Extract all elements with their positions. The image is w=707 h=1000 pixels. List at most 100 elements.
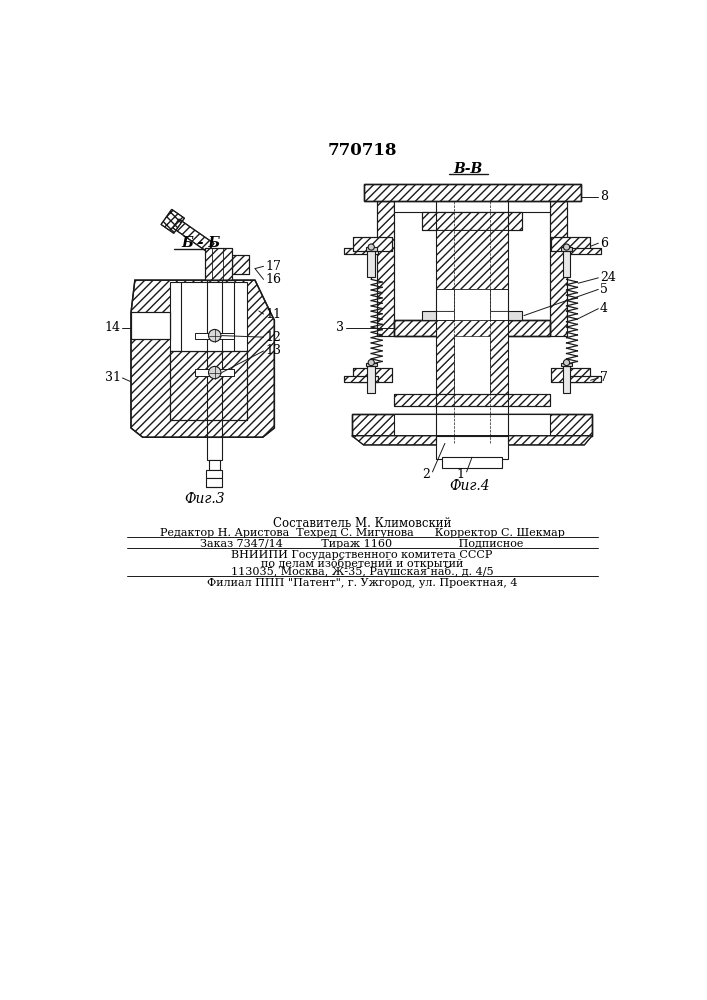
Bar xyxy=(454,289,490,320)
Bar xyxy=(394,201,550,212)
Bar xyxy=(566,248,601,254)
Text: 3: 3 xyxy=(336,321,344,334)
Bar xyxy=(436,230,508,289)
Bar xyxy=(170,351,247,420)
Bar xyxy=(394,320,550,336)
Bar xyxy=(352,414,592,436)
Polygon shape xyxy=(131,280,274,437)
Text: 12: 12 xyxy=(265,331,281,344)
Bar xyxy=(207,437,222,460)
Bar xyxy=(173,219,214,252)
Bar xyxy=(206,248,232,280)
Bar xyxy=(436,436,508,459)
Bar xyxy=(161,209,185,233)
Bar xyxy=(551,237,590,251)
Text: 4: 4 xyxy=(600,302,608,315)
Text: 7: 7 xyxy=(600,371,608,384)
Circle shape xyxy=(209,366,221,379)
Bar xyxy=(195,369,234,376)
Text: 113035, Москва, Ж-35, Раушская наб., д. 4/5: 113035, Москва, Ж-35, Раушская наб., д. … xyxy=(230,566,493,577)
Bar xyxy=(394,394,550,406)
Text: 24: 24 xyxy=(600,271,616,284)
Text: 31: 31 xyxy=(105,371,121,384)
Bar xyxy=(344,248,378,254)
Bar xyxy=(561,363,572,366)
Bar xyxy=(206,470,223,478)
Bar xyxy=(131,312,170,339)
Bar xyxy=(436,230,508,289)
Bar xyxy=(354,368,392,382)
Bar xyxy=(195,333,234,339)
Bar xyxy=(366,247,377,251)
Text: 2: 2 xyxy=(422,468,431,481)
Bar xyxy=(551,237,590,251)
Bar xyxy=(563,251,571,277)
Text: Редактор Н. Аристова  Техред С. Мигунова      Корректор С. Шекмар: Редактор Н. Аристова Техред С. Мигунова … xyxy=(160,528,564,538)
Bar xyxy=(394,320,550,336)
Bar xyxy=(549,201,566,336)
Bar xyxy=(363,184,580,201)
Bar xyxy=(566,376,601,382)
Text: 770718: 770718 xyxy=(327,142,397,159)
Bar xyxy=(173,219,214,252)
Bar xyxy=(209,460,220,470)
Text: по делам изобретений и открытий: по делам изобретений и открытий xyxy=(261,558,463,569)
Text: 17: 17 xyxy=(265,260,281,273)
Bar xyxy=(549,201,566,336)
Bar xyxy=(182,282,234,351)
Text: 11: 11 xyxy=(265,308,281,321)
Bar xyxy=(421,311,522,320)
Text: 16: 16 xyxy=(265,273,281,286)
Bar xyxy=(352,414,592,436)
Bar xyxy=(563,366,571,393)
Circle shape xyxy=(368,359,374,366)
Bar xyxy=(394,414,550,436)
Bar xyxy=(232,255,249,274)
Bar xyxy=(421,212,522,230)
Bar xyxy=(551,368,590,382)
Bar xyxy=(442,457,502,468)
Bar xyxy=(561,247,572,251)
Text: Фиг.3: Фиг.3 xyxy=(185,492,225,506)
Bar xyxy=(566,376,601,382)
Bar xyxy=(344,376,378,382)
Bar xyxy=(206,478,223,487)
Text: 1: 1 xyxy=(457,468,464,481)
Text: 6: 6 xyxy=(600,237,608,250)
Bar xyxy=(161,209,185,233)
Bar xyxy=(363,184,580,201)
Bar xyxy=(366,363,377,366)
Bar xyxy=(377,201,394,336)
Bar xyxy=(454,336,490,397)
Bar xyxy=(421,212,522,230)
Text: В-В: В-В xyxy=(453,162,483,176)
Text: Заказ 7347/14           Тираж 1160                   Подписное: Заказ 7347/14 Тираж 1160 Подписное xyxy=(200,539,524,549)
Bar xyxy=(368,251,375,277)
Text: ВНИИПИ Государственного комитета СССР: ВНИИПИ Государственного комитета СССР xyxy=(231,550,493,560)
Bar xyxy=(551,368,590,382)
Bar xyxy=(436,320,508,397)
Bar xyxy=(436,311,508,320)
Polygon shape xyxy=(352,436,592,445)
Text: 13: 13 xyxy=(265,344,281,358)
Circle shape xyxy=(563,244,570,250)
Bar xyxy=(394,394,550,406)
Bar xyxy=(354,368,392,382)
Bar xyxy=(377,201,394,336)
Bar xyxy=(566,248,601,254)
Bar xyxy=(354,237,392,251)
Text: 14: 14 xyxy=(105,321,121,334)
Bar xyxy=(344,376,378,382)
Text: Составитель М. Климовский: Составитель М. Климовский xyxy=(273,517,451,530)
Text: Фиг.4: Фиг.4 xyxy=(450,479,490,493)
Text: Б - Б: Б - Б xyxy=(181,236,221,250)
Bar xyxy=(131,312,170,339)
Bar xyxy=(170,282,247,351)
Bar xyxy=(232,255,249,274)
Bar xyxy=(368,366,375,393)
Circle shape xyxy=(209,329,221,342)
Bar xyxy=(206,248,232,280)
Bar xyxy=(344,248,378,254)
Text: 8: 8 xyxy=(600,190,608,204)
Circle shape xyxy=(368,244,374,250)
